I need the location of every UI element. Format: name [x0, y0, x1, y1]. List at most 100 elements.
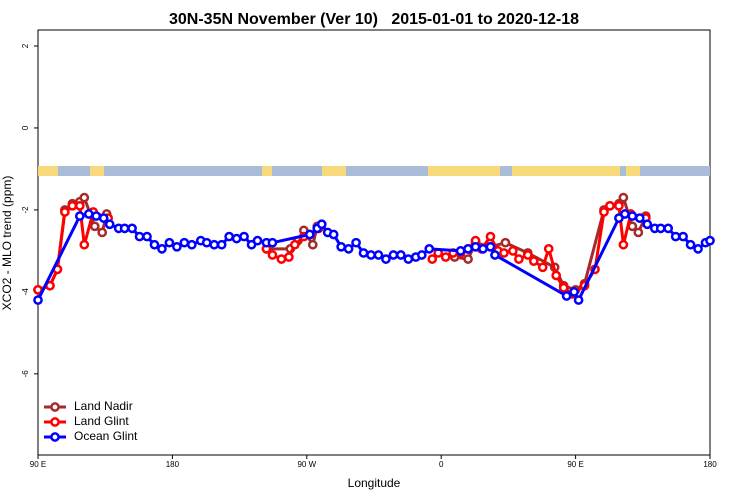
data-point: [224, 231, 234, 242]
data-point: [551, 270, 562, 281]
data-point: [267, 250, 278, 260]
data-point: [79, 192, 90, 203]
data-point: [74, 200, 85, 211]
data-point: [599, 207, 609, 217]
data-point: [618, 239, 629, 250]
data-point: [60, 207, 70, 217]
land-band: [512, 166, 620, 176]
data-point: [373, 250, 384, 260]
data-point: [537, 262, 548, 273]
data-point: [366, 250, 376, 260]
data-point: [104, 219, 115, 230]
data-point: [485, 231, 496, 242]
data-point: [403, 254, 414, 264]
data-point: [514, 254, 524, 264]
data-point: [440, 252, 451, 262]
legend-label: Land Glint: [74, 414, 129, 428]
data-point: [388, 250, 399, 260]
y-tick-label: -6: [21, 370, 30, 378]
data-point: [316, 219, 327, 230]
data-point: [91, 211, 102, 221]
data-point: [79, 239, 90, 250]
x-tick-label: 90 W: [297, 460, 316, 469]
data-point: [543, 244, 554, 254]
land-ocean-strip: [38, 166, 710, 176]
data-point: [561, 291, 572, 301]
data-point: [522, 250, 533, 260]
land-band: [262, 166, 272, 176]
data-point: [216, 239, 227, 250]
data-point: [655, 223, 666, 234]
data-point: [157, 244, 167, 254]
data-point: [304, 229, 315, 240]
data-point: [627, 211, 638, 221]
data-point: [290, 239, 300, 250]
data-point: [142, 231, 152, 242]
data-point: [463, 244, 473, 254]
data-point: [98, 213, 109, 223]
data-point: [478, 244, 488, 254]
plot-frame: [37, 29, 711, 456]
data-point: [164, 237, 175, 248]
data-point: [558, 282, 569, 293]
land-band: [90, 166, 104, 176]
data-point: [209, 239, 220, 250]
data-point: [424, 244, 435, 254]
data-point: [470, 241, 481, 252]
x-axis-label: Longitude: [348, 476, 401, 490]
data-point: [67, 200, 78, 211]
data-point: [427, 254, 438, 264]
land-band: [626, 166, 640, 176]
y-tick-label: -2: [21, 206, 30, 214]
data-point: [670, 231, 681, 242]
data-point: [201, 237, 212, 248]
data-point: [569, 287, 579, 297]
data-point: [267, 237, 278, 248]
data-point: [663, 223, 674, 234]
y-tick-label: 0: [21, 125, 30, 130]
data-point: [605, 200, 615, 211]
data-point: [179, 237, 190, 248]
data-point: [74, 211, 85, 221]
y-tick-label: -4: [21, 288, 30, 296]
x-tick-label: 90 E: [30, 460, 46, 469]
data-point: [119, 223, 130, 234]
data-point: [186, 239, 197, 250]
data-point: [284, 252, 294, 262]
x-tick-label: 0: [439, 460, 444, 469]
data-point: [252, 235, 263, 246]
data-point: [685, 239, 696, 250]
data-point: [490, 250, 500, 260]
x-tick-label: 90 E: [567, 460, 583, 469]
data-point: [134, 231, 145, 242]
data-point: [276, 254, 287, 264]
data-point: [614, 200, 624, 211]
data-point: [358, 248, 369, 258]
chart-title: 30N-35N November (Ver 10) 2015-01-01 to …: [169, 11, 579, 28]
data-point: [239, 231, 249, 242]
data-point: [573, 295, 584, 305]
data-point: [693, 244, 703, 254]
land-band: [322, 166, 346, 176]
data-point: [705, 235, 715, 246]
data-point: [642, 219, 653, 230]
data-point: [343, 244, 354, 254]
data-point: [396, 250, 406, 260]
ocean-band: [38, 166, 710, 176]
data-point: [97, 227, 108, 238]
land-band: [428, 166, 500, 176]
legend-label: Ocean Glint: [74, 429, 138, 443]
data-point: [508, 246, 518, 256]
data-point: [381, 254, 391, 264]
data-point: [336, 241, 346, 252]
data-point: [416, 250, 427, 260]
y-tick-label: 2: [21, 43, 30, 48]
data-point: [678, 231, 688, 242]
data-point: [33, 295, 43, 305]
data-point: [633, 227, 644, 238]
data-point: [455, 246, 466, 256]
legend-marker: [50, 417, 60, 427]
data-point: [83, 209, 94, 219]
